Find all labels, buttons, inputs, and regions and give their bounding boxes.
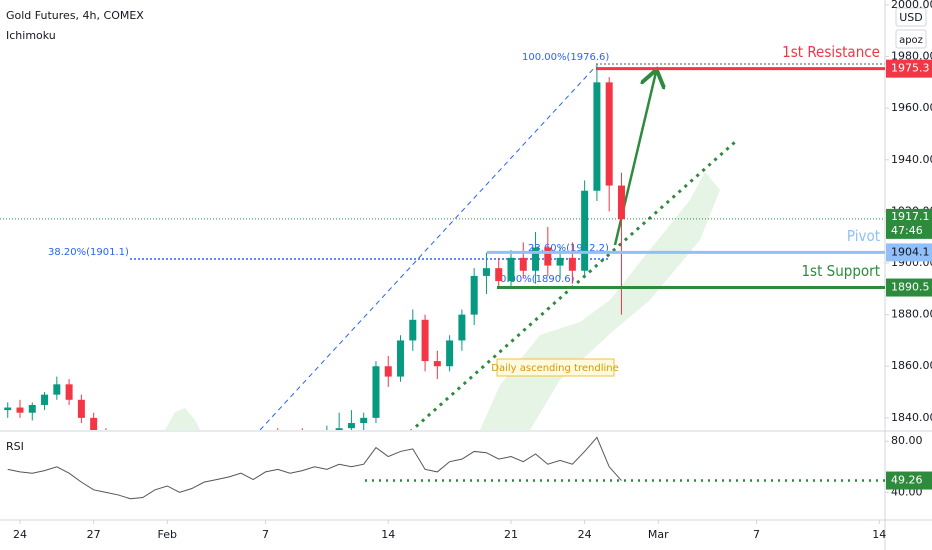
x-tick-label: 24 [578,528,592,541]
x-tick-label: 14 [872,528,886,541]
last-price: 1917.1 [891,210,930,223]
candle-body [617,185,625,220]
x-tick-label: 27 [87,528,101,541]
price-tag [886,243,932,262]
candle-body [433,361,441,367]
price-tag-text: 1975.3 [891,62,930,75]
y-tick-label: 1880.00 [891,308,932,321]
indicator-name: Ichimoku [6,29,56,42]
last-price-tag [886,208,932,239]
x-tick-label: 14 [381,528,395,541]
candle-body [41,394,49,405]
annotation-box [496,358,615,377]
fib-label: 23.60%(1912.2) [528,243,609,254]
fib-label: 0.00%(1890.6) [500,274,575,285]
candle-body [519,257,527,271]
candle-body [605,82,613,186]
author-badge [895,29,927,49]
rsi-tick-label: 80.00 [891,434,923,447]
x-tick-label: 7 [753,528,760,541]
x-tick-label: Feb [158,528,177,541]
candle-body [360,417,368,424]
currency[interactable]: USD [899,11,923,24]
level-label: 1st Support [801,262,880,280]
candle-body [77,399,85,418]
x-tick-label: 21 [504,528,518,541]
x-tick-label: 24 [13,528,27,541]
y-tick-label: 1980.00 [891,50,932,63]
candle-body [65,384,73,400]
candle-body [347,423,355,429]
x-tick-label: Mar [648,528,669,541]
countdown: 47:46 [891,224,923,237]
price-tag-text: 1904.1 [891,245,930,258]
y-tick-label: 1840.00 [891,411,932,424]
candle-body [409,319,417,341]
y-tick-label: 2000.00 [891,0,932,11]
price-tag [886,278,932,297]
y-tick-label: 1960.00 [891,101,932,114]
fib-label: 38.20%(1901.1) [48,247,129,258]
currency-button[interactable] [895,7,927,27]
level-label: 1st Resistance [782,43,880,61]
candle-body [28,404,36,413]
candle-body [495,268,503,282]
candle-body [372,366,380,418]
candle-body [384,366,392,377]
y-tick-label: 1940.00 [891,153,932,166]
candle-body [53,384,61,395]
candle-body [421,319,429,362]
candle-body [581,190,589,271]
rsi-title: RSI [6,440,24,453]
candle-body [568,257,576,271]
annotation: Daily ascending trendline [491,363,619,374]
candle-body [532,247,540,271]
symbol-title: Gold Futures, 4h, COMEX [6,9,144,22]
candle-body [458,314,466,341]
rsi-tag [886,471,932,490]
candle-body [556,257,564,266]
y-tick-label: 1860.00 [891,359,932,372]
cloud [165,408,200,430]
fib-trend [259,65,597,430]
candle-body [4,407,12,411]
rsi-tag-text: 49.26 [891,474,923,487]
level-label: Pivot [847,227,880,245]
candle-body [593,82,601,191]
candle-body [544,247,552,266]
candle-body [16,407,24,413]
candle-body [482,268,490,276]
author: apoz [899,35,923,46]
candle-body [397,340,405,377]
candle-body [335,428,343,430]
x-tick-label: 7 [262,528,269,541]
fib-label: 100.00%(1976.6) [522,52,609,63]
candle-body [470,275,478,315]
price-tag-text: 1890.5 [891,281,930,294]
candle-body [446,340,454,367]
candle-body [507,257,515,282]
price-tag [886,59,932,78]
plot-area [0,64,885,430]
rsi-line [7,436,622,500]
candle-body [90,417,98,430]
